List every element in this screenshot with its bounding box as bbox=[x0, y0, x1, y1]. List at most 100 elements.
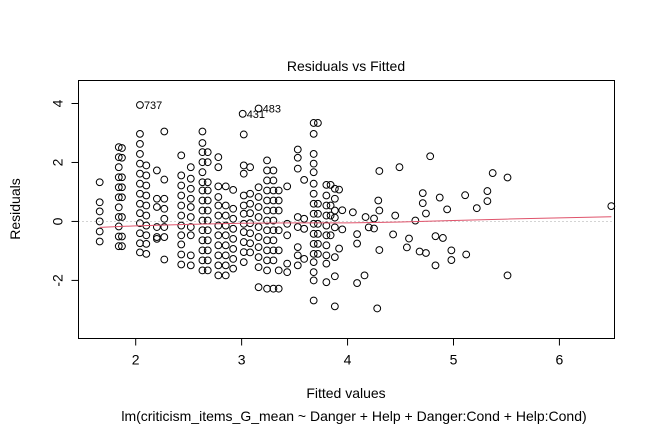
data-point bbox=[160, 223, 169, 231]
data-point bbox=[263, 284, 271, 293]
x-tick-label: 3 bbox=[238, 352, 246, 368]
data-point bbox=[142, 161, 151, 170]
data-point bbox=[186, 184, 195, 193]
data-point bbox=[214, 221, 223, 230]
data-point bbox=[309, 209, 318, 218]
data-point bbox=[186, 251, 195, 260]
labeled-data-point bbox=[136, 101, 144, 109]
data-point bbox=[214, 241, 223, 250]
data-point bbox=[118, 183, 126, 192]
data-point bbox=[309, 129, 318, 138]
data-point bbox=[263, 166, 271, 175]
data-point bbox=[309, 268, 318, 277]
data-point bbox=[269, 284, 278, 293]
data-point bbox=[186, 163, 195, 172]
data-point bbox=[239, 258, 248, 267]
data-point bbox=[405, 234, 413, 243]
data-point bbox=[246, 229, 255, 238]
data-point bbox=[322, 251, 331, 260]
data-point bbox=[269, 246, 278, 255]
x-tick-label: 2 bbox=[132, 352, 140, 368]
data-point bbox=[293, 145, 302, 154]
data-point bbox=[293, 243, 302, 251]
data-point bbox=[274, 226, 283, 235]
data-point bbox=[177, 260, 186, 269]
data-point bbox=[177, 221, 186, 230]
data-point bbox=[313, 219, 322, 228]
data-point bbox=[246, 239, 255, 248]
data-point bbox=[353, 239, 361, 248]
data-point bbox=[330, 184, 339, 193]
data-point bbox=[118, 213, 126, 221]
data-point bbox=[313, 229, 322, 238]
data-point bbox=[462, 250, 471, 259]
data-point bbox=[114, 183, 123, 192]
data-point bbox=[229, 244, 238, 253]
y-tick-label: -2 bbox=[50, 274, 66, 287]
data-point bbox=[198, 148, 207, 157]
data-point bbox=[186, 174, 195, 183]
data-point bbox=[177, 191, 186, 200]
data-point bbox=[186, 203, 195, 211]
data-point bbox=[370, 214, 378, 223]
data-point bbox=[160, 204, 169, 213]
data-point bbox=[177, 171, 186, 180]
data-point bbox=[229, 204, 238, 213]
data-point bbox=[142, 181, 151, 190]
data-point bbox=[239, 169, 248, 178]
data-point bbox=[426, 152, 435, 161]
data-point bbox=[198, 186, 207, 195]
data-point bbox=[198, 196, 207, 205]
data-point bbox=[221, 251, 230, 260]
data-point bbox=[114, 153, 123, 162]
data-point bbox=[239, 201, 248, 210]
data-point bbox=[269, 166, 278, 175]
data-point bbox=[95, 237, 104, 246]
x-tick-label: 6 bbox=[556, 352, 564, 368]
data-point bbox=[239, 248, 248, 257]
data-point bbox=[198, 127, 207, 136]
data-point bbox=[293, 153, 302, 162]
labeled-data-point bbox=[254, 104, 263, 113]
data-point bbox=[221, 231, 230, 240]
data-point bbox=[364, 223, 373, 232]
data-point bbox=[203, 256, 212, 265]
data-point bbox=[274, 196, 283, 205]
data-point bbox=[254, 253, 263, 262]
data-point bbox=[246, 163, 255, 172]
data-point bbox=[309, 258, 318, 267]
data-point bbox=[293, 261, 302, 270]
data-point bbox=[136, 179, 144, 188]
data-point bbox=[293, 223, 302, 231]
data-point bbox=[229, 214, 238, 223]
y-tick-label: 4 bbox=[50, 99, 66, 107]
data-point bbox=[483, 187, 492, 195]
data-point bbox=[360, 271, 369, 280]
data-point bbox=[214, 201, 223, 210]
point-label: 737 bbox=[144, 100, 162, 112]
data-point bbox=[118, 144, 126, 152]
data-point bbox=[375, 206, 384, 215]
data-point bbox=[118, 173, 126, 182]
data-point bbox=[254, 213, 263, 221]
data-point bbox=[214, 211, 223, 220]
data-point bbox=[322, 211, 331, 220]
data-point bbox=[313, 119, 322, 127]
data-point bbox=[254, 233, 263, 241]
data-point bbox=[283, 259, 292, 268]
data-point bbox=[269, 176, 278, 185]
data-point bbox=[114, 213, 123, 221]
data-point bbox=[330, 302, 339, 311]
data-point bbox=[142, 249, 151, 258]
data-point bbox=[309, 150, 318, 158]
data-point bbox=[293, 213, 302, 221]
data-point bbox=[136, 150, 144, 158]
data-point bbox=[263, 186, 271, 195]
data-point bbox=[309, 189, 318, 198]
data-point bbox=[239, 238, 248, 246]
data-point bbox=[221, 221, 230, 230]
data-point bbox=[95, 227, 104, 236]
data-point bbox=[335, 185, 343, 194]
point-label: 431 bbox=[247, 109, 265, 121]
